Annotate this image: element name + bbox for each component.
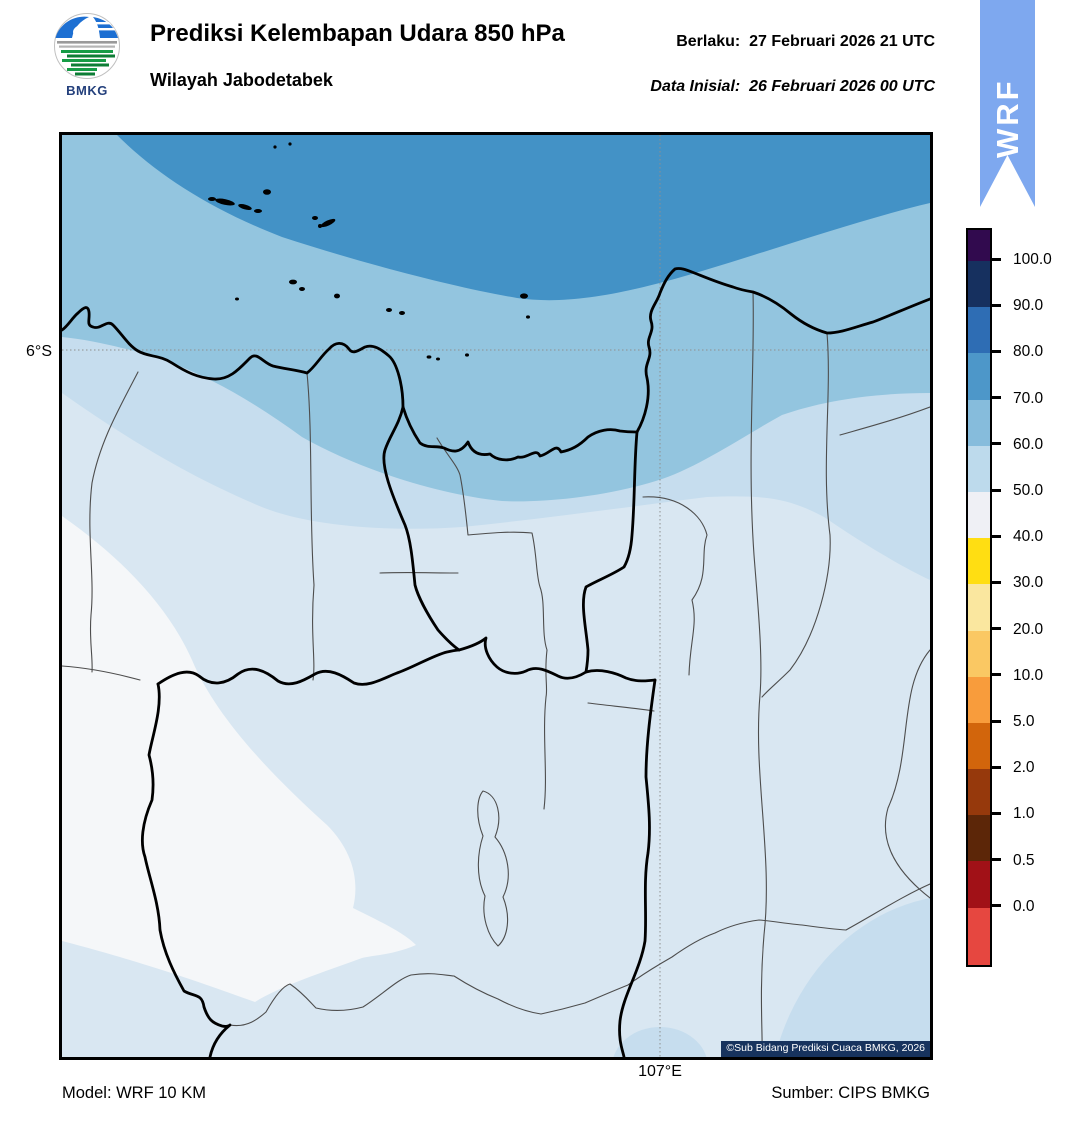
south-province-border: [156, 636, 657, 686]
init-time-value: 26 Februari 2026 00 UTC: [749, 78, 935, 95]
bmkg-logo-icon: [54, 13, 120, 79]
bmkg-logo: BMKG: [50, 12, 124, 98]
colorbar-segments: [968, 230, 990, 965]
colorbar-tick-mark: [992, 904, 1001, 908]
longitude-label: 107°E: [638, 1063, 682, 1080]
colorbar-tick-label: 1.0: [1013, 805, 1035, 823]
colorbar-tick-label: 80.0: [1013, 343, 1044, 361]
colorbar-tick-mark: [992, 257, 1001, 261]
colorbar-segment: [968, 907, 990, 965]
colorbar-tick-label: 40.0: [1013, 528, 1044, 546]
latitude-label: 6°S: [26, 343, 52, 360]
admin-boundaries-thin: [62, 291, 930, 1057]
colorbar-tick-label: 100.0: [1013, 251, 1052, 268]
colorbar-tick-mark: [992, 442, 1001, 446]
colorbar-segment: [968, 261, 990, 308]
valid-time-label: Berlaku:: [676, 33, 741, 50]
colorbar-segment: [968, 230, 990, 261]
init-time: Data Inisial: 26 Februari 2026 00 UTC: [650, 78, 935, 96]
map-frame: ©Sub Bidang Prediksi Cuaca BMKG, 2026: [59, 132, 933, 1060]
jakarta-west-border: [382, 405, 461, 652]
colorbar-segment: [968, 815, 990, 862]
colorbar-tick-label: 70.0: [1013, 389, 1044, 407]
banten-westjava-border: [140, 682, 232, 1057]
colorbar-segment: [968, 353, 990, 400]
colorbar-segment: [968, 307, 990, 354]
colorbar-tick-mark: [992, 673, 1001, 677]
colorbar-tick-mark: [992, 488, 1001, 492]
coastline-and-province-borders: [62, 267, 930, 1057]
source-label: Sumber: CIPS BMKG: [771, 1084, 930, 1102]
jakarta-east-border: [582, 430, 639, 674]
colorbar-tick-label: 10.0: [1013, 666, 1044, 684]
weather-map: [62, 135, 930, 1057]
coastline: [62, 267, 930, 462]
colorbar-tick-mark: [992, 534, 1001, 538]
contour-blob-south: [613, 1027, 707, 1057]
colorbar-tick-label: 50.0: [1013, 482, 1044, 499]
colorbar-segment: [968, 769, 990, 816]
colorbar-tick-label: 2.0: [1013, 759, 1035, 777]
colorbar-segment: [968, 399, 990, 446]
colorbar-tick-mark: [992, 303, 1001, 307]
init-time-label: Data Inisial:: [650, 78, 741, 95]
colorbar-segment: [968, 861, 990, 908]
colorbar-segment: [968, 445, 990, 492]
colorbar-tick-label: 30.0: [1013, 574, 1044, 592]
colorbar-tick-mark: [992, 396, 1001, 400]
colorbar-segment: [968, 584, 990, 631]
contour-band-rh-80-90: [117, 135, 930, 301]
colorbar-segment: [968, 491, 990, 539]
valid-time: Berlaku: 27 Februari 2026 21 UTC: [676, 33, 935, 51]
copyright-strip: ©Sub Bidang Prediksi Cuaca BMKG, 2026: [721, 1041, 930, 1057]
model-label: Model: WRF 10 KM: [62, 1084, 206, 1102]
colorbar-tick-mark: [992, 765, 1001, 769]
contour-blob-southeast: [774, 898, 930, 1057]
colorbar-tick-label: 0.0: [1013, 897, 1035, 915]
colorbar-tick-mark: [992, 580, 1001, 584]
colorbar-tick-label: 20.0: [1013, 620, 1044, 638]
colorbar-tick-label: 5.0: [1013, 713, 1035, 730]
east-inland-border: [618, 678, 657, 1057]
colorbar-bar: [966, 228, 992, 967]
bmkg-logo-text: BMKG: [66, 83, 108, 98]
colorbar-segment: [968, 722, 990, 770]
colorbar-tick-mark: [992, 627, 1001, 631]
colorbar-tick-mark: [992, 858, 1001, 862]
colorbar-tick-label: 60.0: [1013, 435, 1044, 453]
valid-time-value: 27 Februari 2026 21 UTC: [749, 33, 935, 50]
colorbar-tick-label: 0.5: [1013, 851, 1035, 869]
colorbar-ticks: 100.0 90.0 80.0 70.0 60.0 50.0 40.0 30.0 20.0 10.…: [991, 228, 1081, 963]
wrf-ribbon-label: WRF: [990, 78, 1025, 158]
colorbar-tick-mark: [992, 811, 1001, 815]
graticule: [62, 135, 930, 1057]
kepulauan-seribu-islands: [208, 142, 530, 361]
page-title: Prediksi Kelembapan Udara 850 hPa: [150, 20, 565, 47]
colorbar-segment: [968, 538, 990, 585]
page-subtitle: Wilayah Jabodetabek: [150, 70, 333, 90]
colorbar-tick-mark: [992, 349, 1001, 353]
wrf-ribbon-shape: [980, 0, 1035, 207]
colorbar-segment: [968, 630, 990, 677]
colorbar-tick-label: 90.0: [1013, 297, 1044, 315]
colorbar-tick-mark: [992, 719, 1001, 723]
wrf-ribbon: WRF: [980, 0, 1035, 217]
colorbar-segment: [968, 676, 990, 723]
